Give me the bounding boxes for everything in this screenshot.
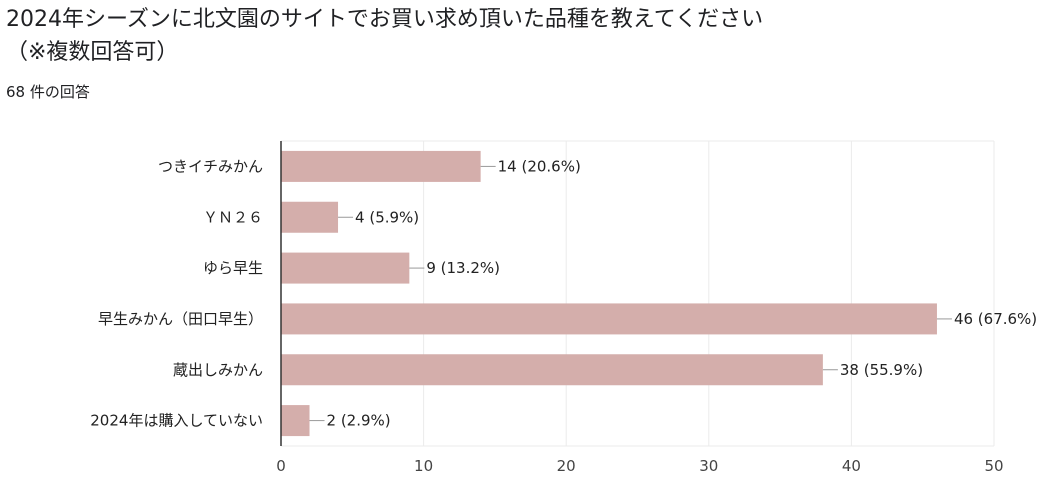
category-label: つきイチみかん — [158, 157, 263, 175]
data-label: 2 (2.9%) — [327, 412, 391, 430]
question-title: 2024年シーズンに北文園のサイトでお買い求め頂いた品種を教えてください （※複… — [6, 3, 1046, 69]
grid-lines — [280, 140, 995, 447]
data-label: 14 (20.6%) — [498, 157, 581, 175]
bar — [281, 252, 410, 284]
category-label: 2024年は購入していない — [90, 412, 263, 430]
bar — [281, 405, 310, 437]
bar — [281, 354, 823, 386]
category-label: ゆら早生 — [203, 259, 263, 277]
bar — [281, 201, 339, 233]
x-tick-label: 0 — [276, 457, 286, 475]
category-label: ＹＮ２６ — [203, 208, 263, 226]
bar — [281, 303, 937, 335]
data-label: 38 (55.9%) — [840, 361, 923, 379]
x-tick-label: 40 — [842, 457, 861, 475]
x-tick-label: 50 — [984, 457, 1003, 475]
category-label: 蔵出しみかん — [173, 361, 263, 379]
bar — [281, 150, 481, 182]
x-tick-label: 30 — [699, 457, 718, 475]
category-label: 早生みかん（田口早生） — [98, 310, 263, 328]
bars — [281, 150, 937, 437]
question-title-line-2: （※複数回答可） — [6, 40, 179, 65]
labels: 0 10 20 30 40 50 つきイチみかん 14 (20.6%) ＹＮ２６ 4 (5.9%)… — [90, 157, 1037, 475]
x-tick-label: 20 — [557, 457, 576, 475]
data-label: 9 (13.2%) — [426, 259, 500, 277]
data-label: 46 (67.6%) — [954, 310, 1037, 328]
data-label: 4 (5.9%) — [355, 208, 419, 226]
x-tick-label: 10 — [414, 457, 433, 475]
response-count: 68 件の回答 — [6, 83, 90, 101]
question-title-line-1: 2024年シーズンに北文園のサイトでお買い求め頂いた品種を教えてください — [6, 7, 764, 32]
